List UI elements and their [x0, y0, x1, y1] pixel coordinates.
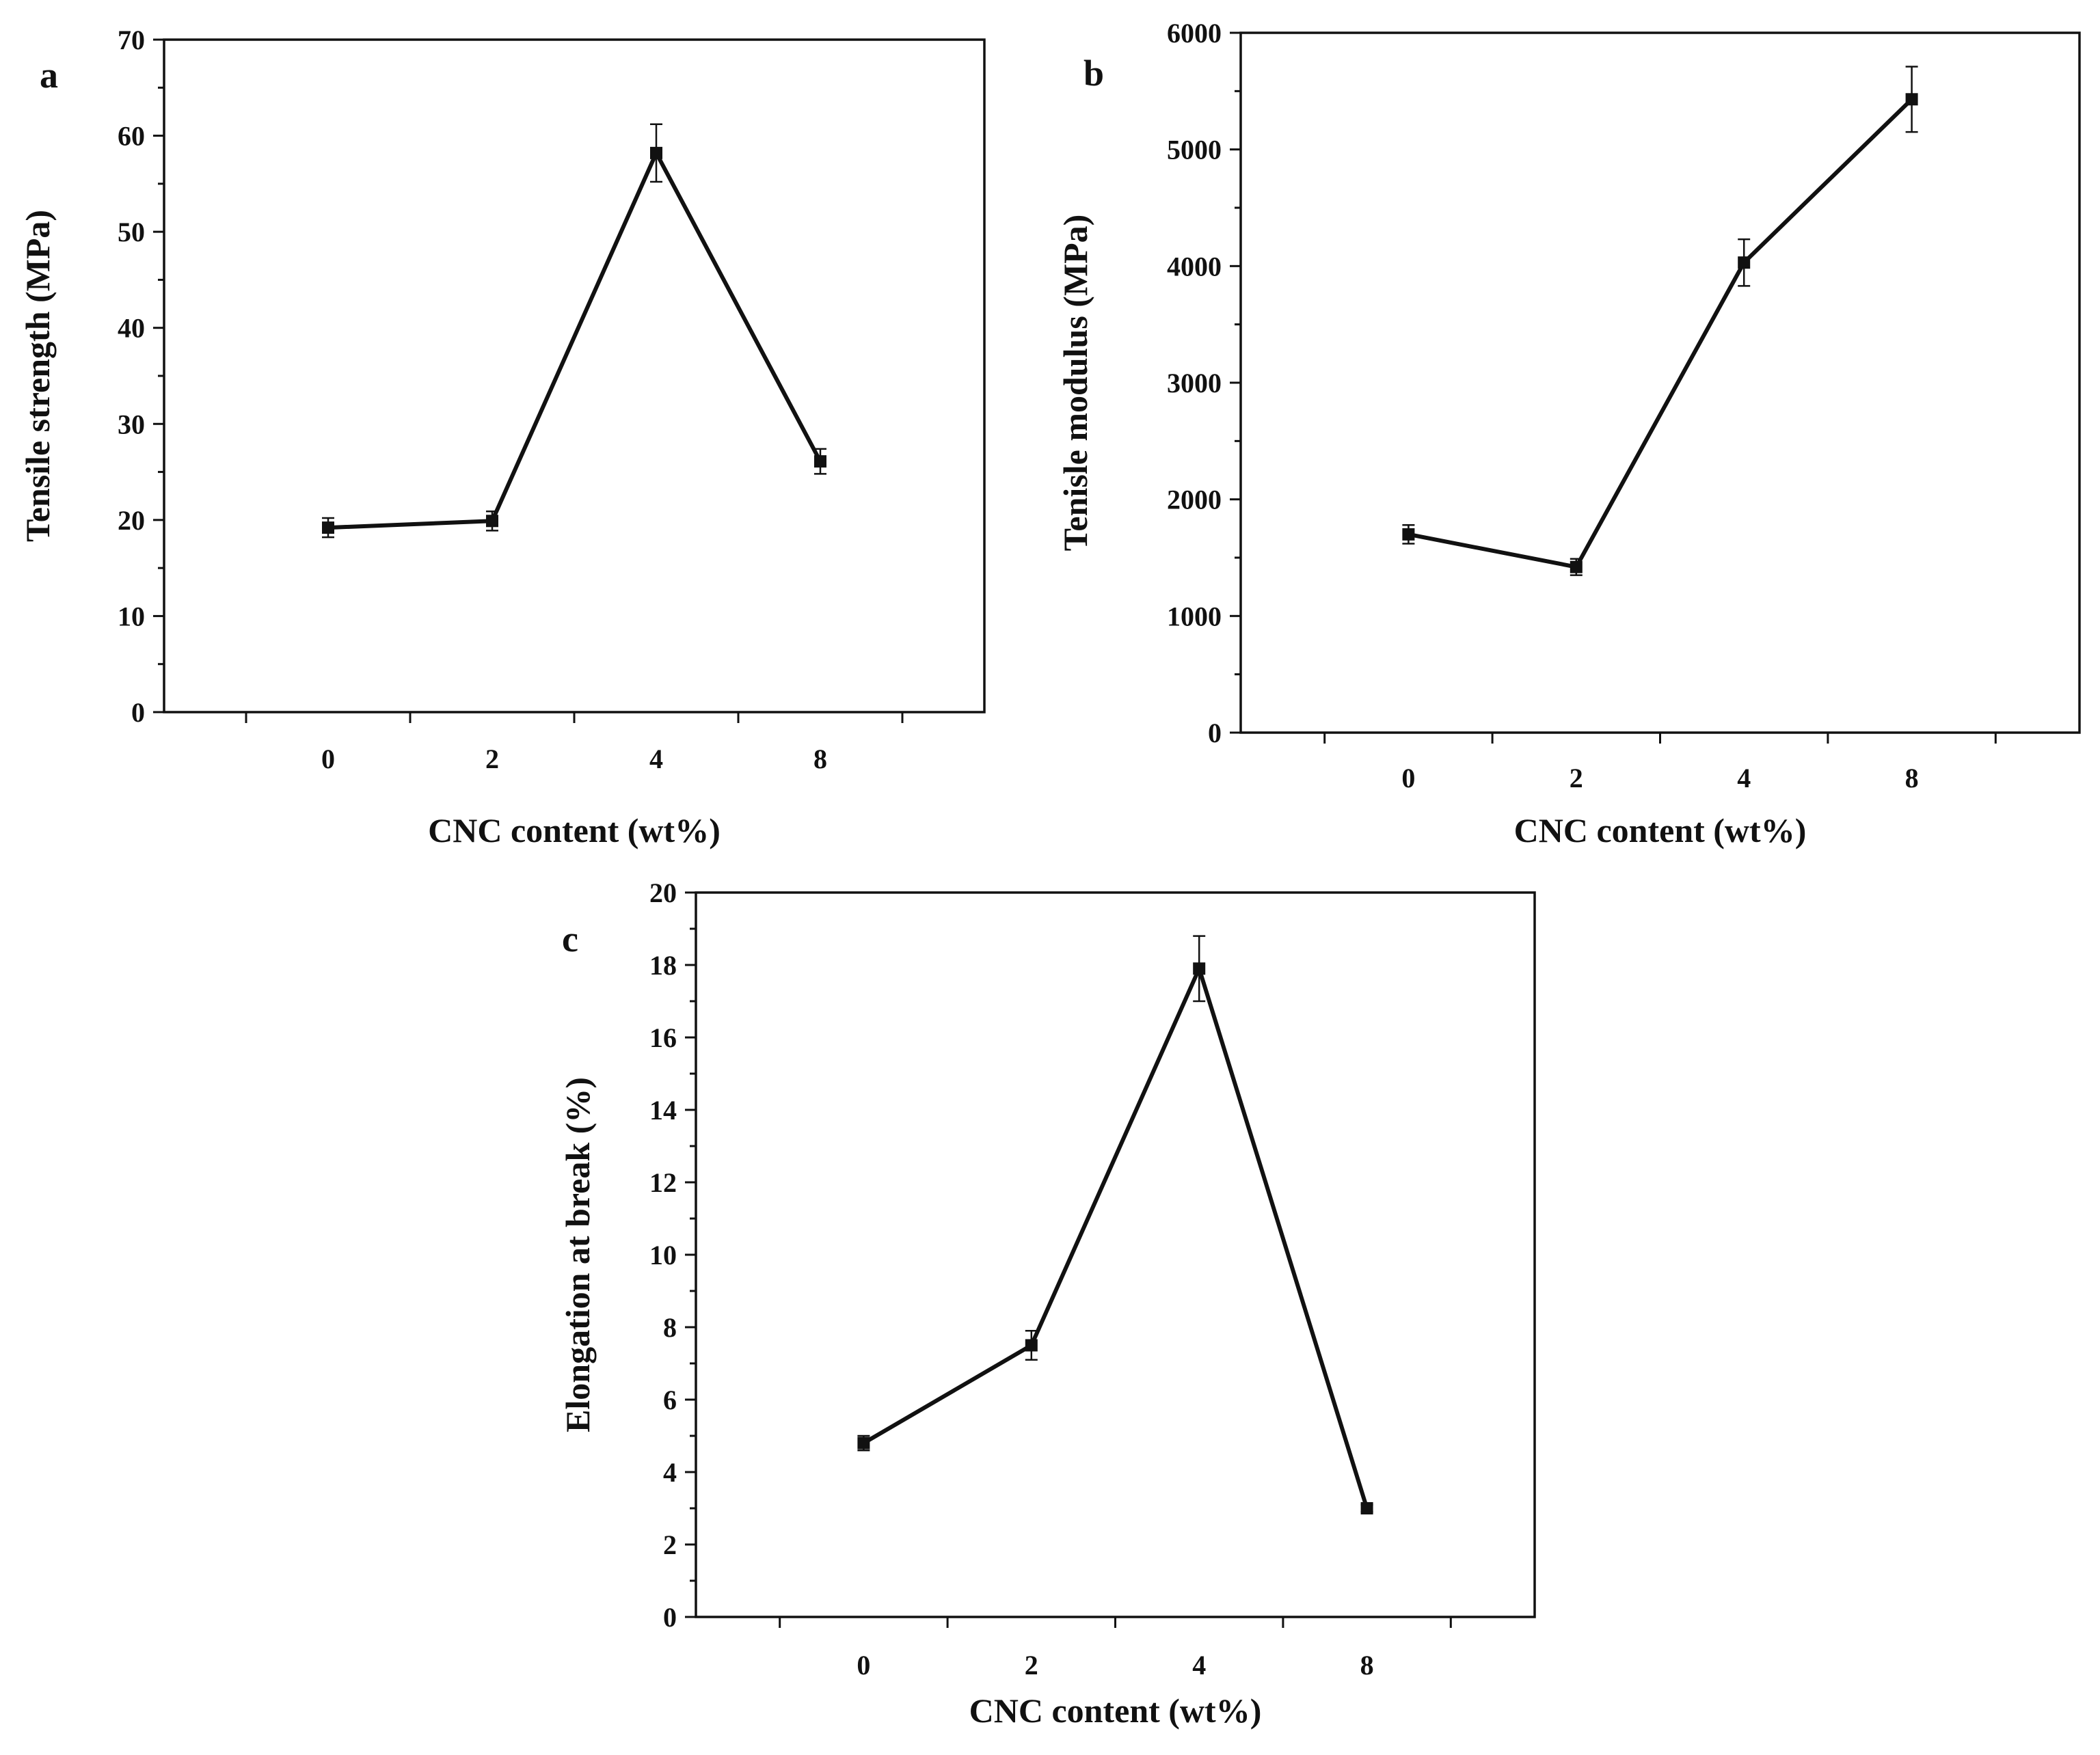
series-line-b [1408, 98, 1913, 569]
x-axis-title-b: CNC content (wt%) [1514, 811, 1807, 849]
y-axis-title-b: Tenisle modulus (MPa) [1056, 215, 1094, 552]
y-tick-label-c: 0 [663, 1602, 677, 1633]
y-tick-label-b: 3000 [1167, 368, 1222, 398]
series-line-c [862, 966, 1369, 1509]
y-axis-title-a: Tensile strength (MPa) [18, 210, 57, 542]
y-tick-label-c: 14 [649, 1095, 677, 1126]
series-line-a [327, 150, 822, 530]
plot-frame-b [1239, 31, 2081, 734]
y-tick-label-a: 10 [118, 601, 145, 631]
y-tick-label-a: 0 [131, 697, 145, 728]
y-tick-label-b: 2000 [1167, 485, 1222, 515]
panel-label-c: c [562, 919, 578, 960]
y-tick-label-c: 18 [649, 950, 677, 981]
x-tick-label-b: 8 [1905, 763, 1919, 793]
data-point-b [1905, 93, 1918, 106]
panel-label-b: b [1083, 53, 1104, 94]
x-tick-label-b: 2 [1570, 763, 1583, 793]
x-tick-label-a: 0 [321, 744, 335, 774]
x-tick-label-c: 2 [1025, 1650, 1038, 1681]
data-point-a [650, 146, 662, 159]
data-point-c [1360, 1502, 1373, 1514]
plot-frame-a [163, 38, 986, 713]
plot-frame-c [695, 891, 1536, 1618]
y-tick-label-c: 4 [663, 1457, 677, 1488]
data-point-c [1025, 1339, 1038, 1352]
y-axis-title-c: Elongation at break (%) [558, 1077, 597, 1432]
data-point-c [857, 1437, 870, 1450]
x-tick-label-a: 4 [649, 744, 663, 774]
chart-panel-a: 0 10 20 30 40 50 60 70 0 2 4 8 CNC content (wt%) Tens… [18, 25, 986, 849]
y-tick-label-c: 8 [663, 1312, 677, 1343]
x-tick-label-a: 2 [485, 744, 499, 774]
data-point-b [1738, 256, 1751, 269]
x-axis-title-c: CNC content (wt%) [969, 1691, 1262, 1730]
data-point-b [1570, 560, 1583, 573]
y-tick-label-c: 20 [649, 878, 677, 908]
x-axis-title-a: CNC content (wt%) [428, 811, 721, 849]
y-tick-label-c: 2 [663, 1529, 677, 1560]
data-point-a [322, 521, 334, 534]
y-tick-label-a: 20 [118, 505, 145, 536]
y-tick-label-a: 40 [118, 313, 145, 344]
y-tick-label-b: 5000 [1167, 135, 1222, 165]
y-tick-label-a: 70 [118, 25, 145, 55]
y-tick-label-c: 16 [649, 1022, 677, 1053]
x-tick-label-c: 0 [857, 1650, 870, 1681]
chart-panel-b: 0 1000 2000 3000 4000 5000 6000 0 2 4 8 CNC content… [1056, 18, 2081, 849]
chart-panel-c: 0 2 4 6 8 10 12 14 16 18 20 0 2 4 8 CNC content (wt%) El… [558, 878, 1536, 1730]
y-tick-label-a: 30 [118, 409, 145, 439]
y-tick-label-b: 6000 [1167, 18, 1222, 49]
y-tick-label-b: 0 [1208, 718, 1222, 748]
data-point-c [1193, 962, 1206, 975]
y-tick-label-a: 50 [118, 217, 145, 247]
data-point-a [814, 455, 826, 468]
x-tick-label-b: 4 [1737, 763, 1751, 793]
y-tick-label-c: 6 [663, 1385, 677, 1415]
x-tick-label-c: 4 [1192, 1650, 1206, 1681]
y-tick-label-a: 60 [118, 121, 145, 152]
x-tick-label-c: 8 [1360, 1650, 1374, 1681]
y-tick-label-b: 4000 [1167, 251, 1222, 282]
panel-label-a: a [40, 55, 58, 96]
x-tick-label-b: 0 [1401, 763, 1415, 793]
y-tick-label-c: 10 [649, 1240, 677, 1270]
data-point-b [1402, 528, 1415, 541]
x-tick-label-a: 8 [813, 744, 827, 774]
y-tick-label-b: 1000 [1167, 601, 1222, 631]
y-tick-label-c: 12 [649, 1167, 677, 1198]
data-point-a [486, 515, 498, 528]
